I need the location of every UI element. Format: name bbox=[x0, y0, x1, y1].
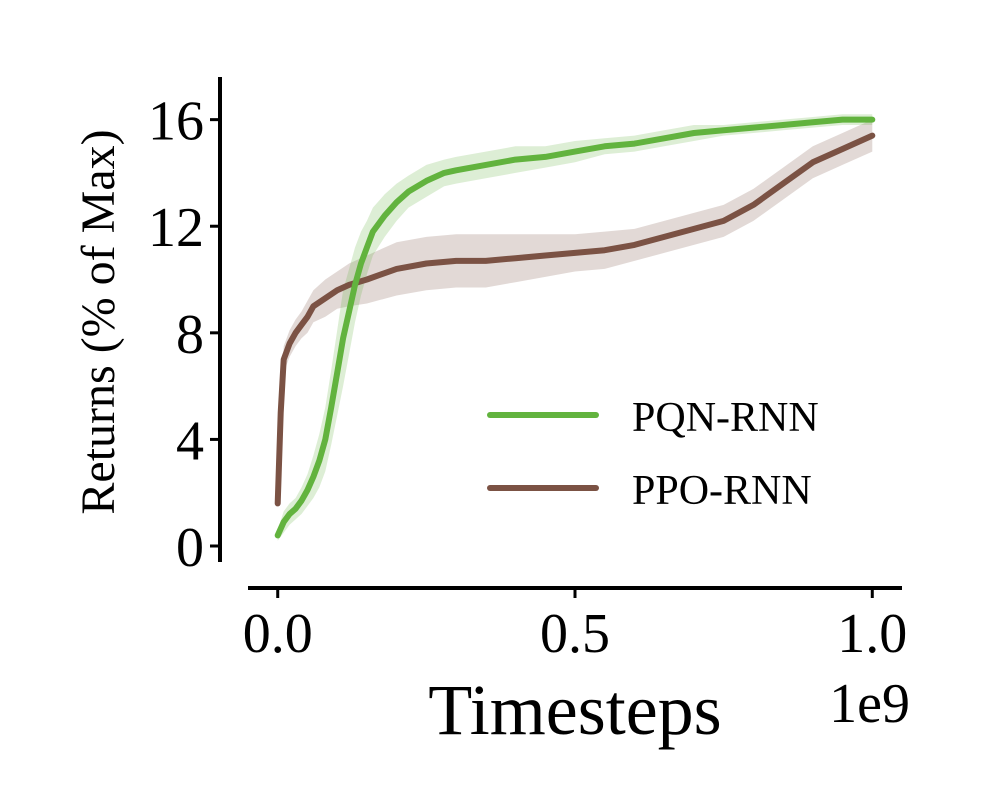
series-line-pqn-rnn bbox=[274, 116, 876, 539]
x-axis-multiplier: 1e9 bbox=[829, 673, 910, 735]
y-tick-label: 4 bbox=[176, 410, 204, 472]
legend-label-pqn-rnn: PQN-RNN bbox=[632, 395, 819, 441]
y-tick-label: 16 bbox=[148, 91, 204, 153]
legend-label-ppo-rnn: PPO-RNN bbox=[632, 468, 812, 514]
x-tick-label: 1.0 bbox=[837, 603, 907, 665]
x-ticks: 0.0 0.5 1.0 bbox=[243, 588, 907, 665]
series-lines bbox=[274, 116, 876, 539]
y-tick-label: 12 bbox=[148, 197, 204, 259]
x-tick-label: 0.0 bbox=[243, 603, 313, 665]
y-axis-title: Returns (% of Max) bbox=[72, 129, 125, 514]
legend: PQN-RNN PPO-RNN bbox=[487, 395, 819, 514]
y-ticks: 0 4 8 12 16 bbox=[148, 91, 220, 579]
y-tick-label: 0 bbox=[176, 517, 204, 579]
x-tick-label: 0.5 bbox=[540, 603, 610, 665]
y-tick-label: 8 bbox=[176, 304, 204, 366]
series-line-ppo-rnn bbox=[274, 132, 876, 507]
confidence-bands bbox=[277, 114, 873, 541]
x-axis-title: Timesteps bbox=[428, 670, 721, 750]
band-ppo-rnn bbox=[277, 119, 873, 509]
